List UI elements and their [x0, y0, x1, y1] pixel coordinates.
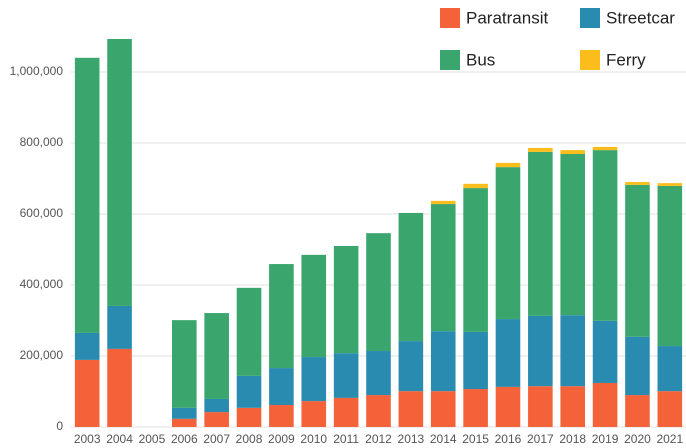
bar-segment: [625, 336, 650, 396]
legend-swatch: [580, 8, 600, 28]
x-tick-label: 2009: [268, 432, 295, 446]
bar-segment: [236, 375, 262, 408]
bar-segment: [625, 395, 650, 427]
x-tick-label: 2013: [398, 432, 425, 446]
bar-segment: [495, 162, 521, 168]
bar-segment: [560, 386, 586, 427]
bar-segment: [269, 264, 294, 369]
bar-segment: [528, 386, 553, 427]
x-tick-label: 2018: [559, 432, 586, 446]
bar-segment: [430, 200, 456, 205]
bar-segment: [430, 391, 456, 427]
bar-segment: [236, 407, 262, 427]
bar-segment: [592, 146, 618, 151]
bar-segment: [236, 287, 262, 376]
bar-segment: [495, 319, 521, 387]
x-tick-label: 2011: [333, 432, 359, 446]
bar-segment: [74, 57, 100, 333]
bar-segment: [528, 147, 553, 152]
x-tick-label: 2010: [300, 432, 327, 446]
y-tick-label: 800,000: [20, 135, 64, 149]
legend-swatch: [580, 50, 600, 70]
legend-label: Paratransit: [466, 8, 548, 27]
bar-segment: [171, 320, 197, 408]
x-tick-label: 2016: [495, 432, 522, 446]
bar-segment: [366, 233, 391, 352]
bar-segment: [495, 386, 521, 427]
bar-segment: [560, 150, 586, 155]
bar-segment: [366, 351, 391, 396]
bar-segment: [204, 398, 229, 413]
x-tick-label: 2004: [106, 432, 133, 446]
x-tick-label: 2012: [365, 432, 392, 446]
bar-segment: [269, 368, 294, 405]
legend-label: Bus: [466, 50, 495, 69]
bar-segment: [301, 401, 327, 427]
bar-segment: [107, 348, 132, 427]
bar-segment: [301, 254, 327, 358]
bar-segment: [301, 357, 327, 402]
bar-segment: [528, 315, 553, 387]
y-tick-label: 200,000: [20, 348, 64, 362]
bar-segment: [333, 353, 359, 398]
bar-segment: [560, 154, 586, 316]
bar-segment: [657, 183, 683, 186]
legend-swatch: [440, 8, 460, 28]
bar-segment: [333, 397, 359, 427]
bar-segment: [592, 382, 618, 427]
bar-segment: [107, 305, 132, 349]
bar-segment: [528, 151, 553, 316]
bar-segment: [657, 391, 683, 427]
x-tick-label: 2019: [592, 432, 619, 446]
x-tick-label: 2006: [171, 432, 198, 446]
x-tick-label: 2017: [527, 432, 554, 446]
bar-segment: [657, 346, 683, 392]
bar-segment: [398, 212, 424, 342]
x-tick-label: 2020: [624, 432, 651, 446]
x-tick-label: 2015: [462, 432, 489, 446]
bar-segment: [560, 315, 586, 387]
bar-segment: [171, 418, 197, 427]
x-tick-label: 2005: [139, 432, 166, 446]
x-tick-label: 2008: [236, 432, 263, 446]
bar-segment: [74, 359, 100, 427]
bar-segment: [366, 395, 391, 427]
bar-segment: [592, 320, 618, 383]
bar-segment: [592, 150, 618, 321]
bar-segment: [398, 341, 424, 392]
x-tick-label: 2021: [656, 432, 683, 446]
y-tick-label: 400,000: [20, 277, 64, 291]
y-tick-label: 0: [56, 419, 63, 433]
bar-segment: [171, 407, 197, 419]
bar-segment: [463, 389, 488, 427]
bar-segment: [74, 332, 100, 360]
bar-segment: [463, 331, 488, 390]
y-tick-label: 600,000: [20, 206, 64, 220]
bar-segment: [625, 182, 650, 185]
bar-segment: [495, 167, 521, 320]
bar-segment: [398, 391, 424, 427]
legend-label: Streetcar: [606, 8, 675, 27]
legend-swatch: [440, 50, 460, 70]
legend-label: Ferry: [606, 50, 646, 69]
x-tick-label: 2014: [430, 432, 457, 446]
bar-segment: [269, 404, 294, 427]
x-tick-label: 2007: [203, 432, 230, 446]
bar-segment: [625, 184, 650, 337]
x-tick-label: 2003: [74, 432, 101, 446]
bar-segment: [333, 245, 359, 354]
bar-segment: [430, 204, 456, 332]
bar-segment: [463, 183, 488, 189]
bar-segment: [204, 313, 229, 399]
bar-segment: [463, 188, 488, 332]
bar-segment: [204, 412, 229, 427]
bar-segment: [430, 331, 456, 392]
bar-segment: [107, 38, 132, 306]
y-tick-label: 1,000,000: [10, 64, 64, 78]
bar-segment: [657, 185, 683, 347]
